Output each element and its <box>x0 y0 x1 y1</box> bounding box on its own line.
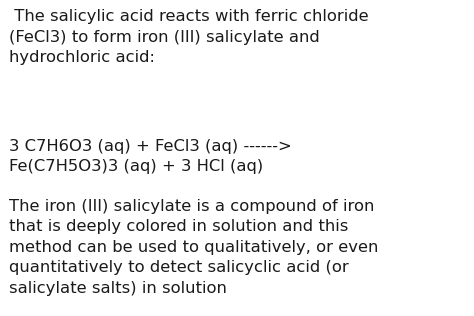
Text: 3 C7H6O3 (aq) + FeCl3 (aq) ------>
Fe(C7H5O3)3 (aq) + 3 HCl (aq): 3 C7H6O3 (aq) + FeCl3 (aq) ------> Fe(C7… <box>9 139 292 174</box>
Text: The iron (III) salicylate is a compound of iron
that is deeply colored in soluti: The iron (III) salicylate is a compound … <box>9 199 379 296</box>
Text: The salicylic acid reacts with ferric chloride
(FeCl3) to form iron (III) salicy: The salicylic acid reacts with ferric ch… <box>9 9 369 65</box>
